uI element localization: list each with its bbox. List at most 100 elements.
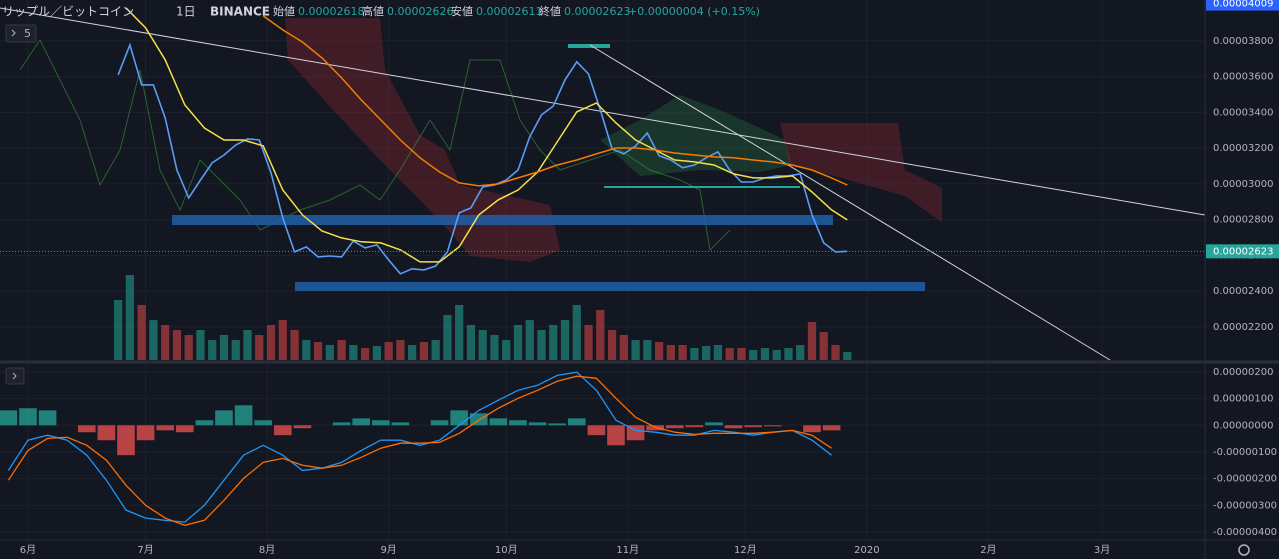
x-tick-label: 3月 [1094,544,1110,556]
histogram-bar [724,425,743,429]
symbol: リップル／ビットコイン [2,5,134,19]
histogram-bar [77,425,96,433]
volume-bar [243,330,252,360]
settings-button[interactable] [1238,544,1250,556]
histogram-bar [332,422,351,426]
ohlc-value: 0.00002623 [564,5,630,18]
volume-bar [114,300,123,360]
gear-icon[interactable] [1238,544,1250,556]
histogram-bar [195,420,214,426]
volume-bar [419,342,429,360]
histogram-bar [0,410,18,426]
histogram-bar [587,425,606,436]
volume-bar [607,330,617,360]
change: +0.00000004 (+0.15%) [628,5,760,18]
volume-bar [584,325,593,360]
histogram-bar [822,425,841,431]
histogram-bar [156,425,175,431]
volume-bar [749,350,758,360]
indicator-toggle[interactable]: 5 [5,24,37,43]
histogram-bar [371,420,390,426]
histogram-bar [607,425,625,446]
cloud-bear [285,18,560,262]
volume-bar [266,325,276,360]
histogram-bar [391,422,410,426]
histogram-bar [430,420,449,426]
lagging-span [19,39,731,252]
last-price-label: 0.00002623 [1213,246,1273,257]
volume-bar [125,275,135,360]
volume-bar [278,320,287,360]
volume-bar [137,305,146,360]
volume-bar [349,345,358,360]
x-tick-label: 9月 [380,544,396,556]
volume-bar [431,340,440,360]
toggle-button[interactable] [5,367,25,385]
interval: 1日 [176,5,196,19]
volume-bar [408,345,417,360]
histogram-bar [19,408,37,426]
x-tick-label: 7月 [137,544,153,556]
cloud-bear [780,123,942,222]
volume-bar [196,330,205,360]
volume-bar [219,335,229,360]
volume-bar [843,352,852,360]
histogram-bar [254,420,273,426]
volume-bar [772,350,781,360]
volume-bar [208,340,217,360]
volume-bar [184,335,193,360]
macd-line [7,375,832,526]
histogram-bar [175,425,194,433]
y-tick-label: -0.00000100 [1213,447,1277,458]
volume-bar [572,305,581,360]
y-tick-label: 0.00003200 [1213,143,1273,154]
trend-line [589,44,1111,361]
volume-bar [325,345,334,360]
y-tick-label: 0.00000100 [1213,394,1273,405]
histogram-bar [293,425,312,429]
histogram-bar [215,410,233,426]
x-tick-label: 11月 [616,544,639,556]
volume-bar [796,345,805,360]
volume-bar [502,340,511,360]
y-tick-label: -0.00000200 [1213,474,1277,485]
chevron-icon [11,29,16,37]
volume-bar [372,346,381,360]
y-tick-label: -0.00000400 [1213,527,1277,538]
volume-bar [149,320,158,360]
resistance-zone [568,44,610,48]
histogram-bar [803,425,821,433]
histogram-bar [273,425,292,436]
histogram-bar [567,418,586,426]
volume-bar [737,348,746,360]
volume-bar [290,330,299,360]
y-tick-label: 0.00000000 [1213,420,1273,431]
histogram-bar [489,418,508,426]
histogram-bar [763,425,782,427]
histogram-bar [38,410,57,426]
volume-bar [560,320,570,360]
volume-bar [161,325,170,360]
volume-bar [713,345,723,360]
volume-bar [490,335,499,360]
axes: 6月 7月 8月 9月 10月 11月 12月 2020 2月 3月 0.00002200 0.000… [20,0,1279,556]
ohlc-value: 0.00002626 [387,5,453,18]
volume-bar [831,345,840,360]
x-tick-label: 12月 [734,544,757,556]
volume-bar [337,340,346,360]
histogram-bar [450,410,469,426]
volume-bar [384,342,393,360]
price-line [117,42,848,275]
volume-bar [513,325,523,360]
macd-toggle[interactable] [5,367,25,385]
marker-price-label: 0.00004009 [1213,0,1273,10]
volume-bar [690,348,699,360]
histogram-bar [469,413,488,426]
histogram-bar [705,422,723,426]
volume-bar [619,335,628,360]
volume-bar [819,332,828,360]
toggle-button[interactable] [5,24,37,43]
y-tick-label: -0.00000300 [1213,500,1277,511]
